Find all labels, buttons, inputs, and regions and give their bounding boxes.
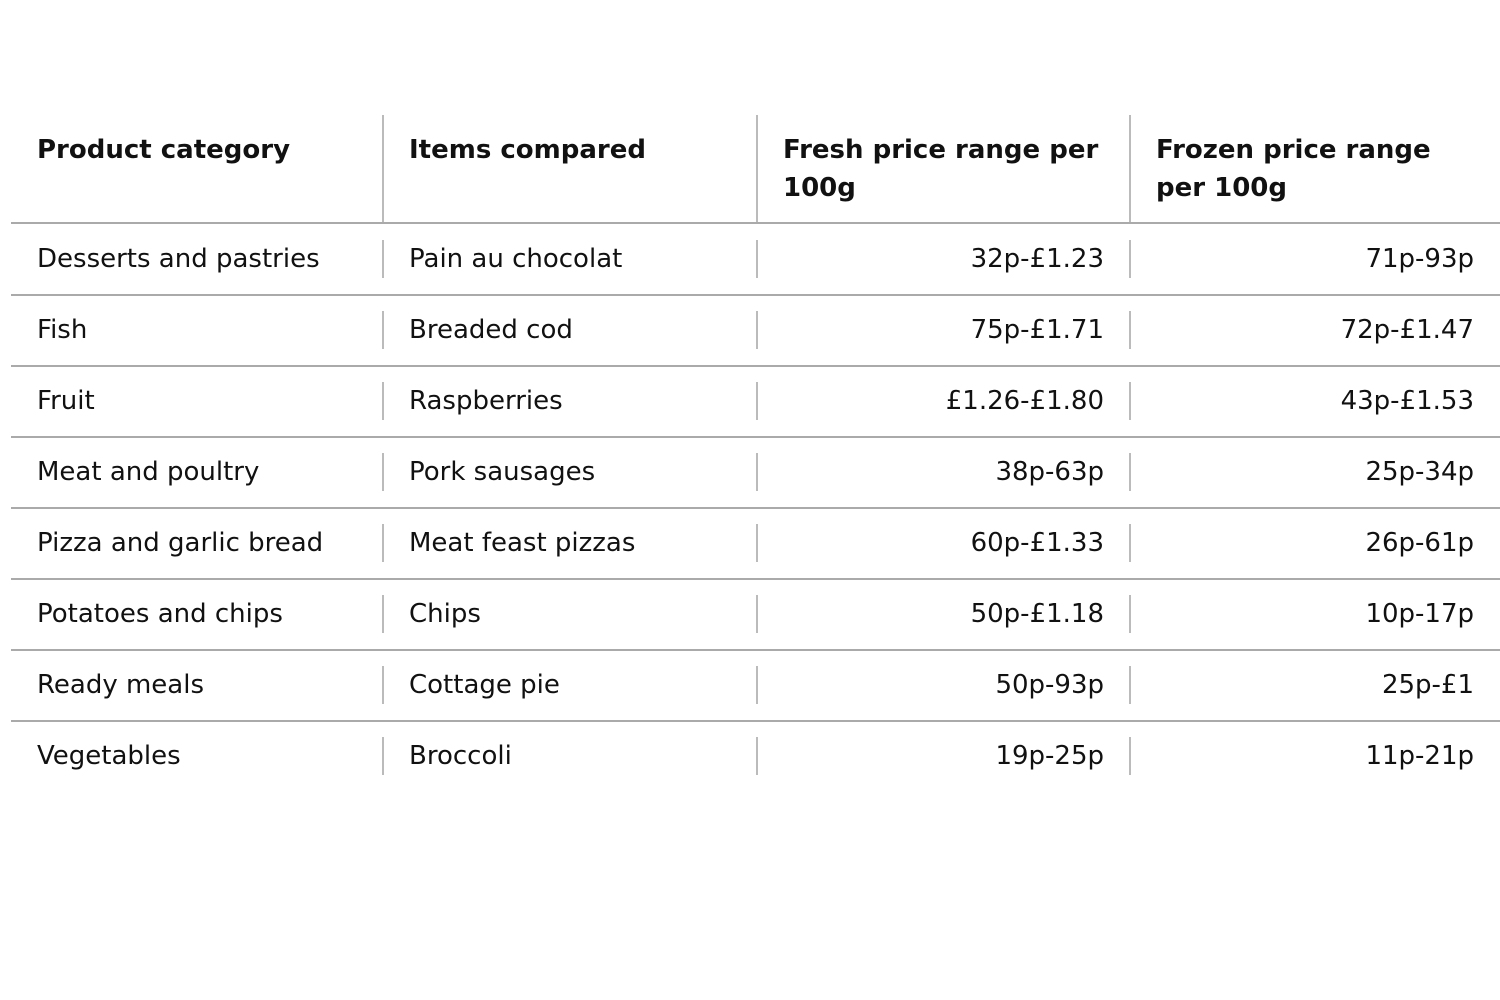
table-cell: Desserts and pastries bbox=[37, 244, 320, 274]
table-cell: Meat and poultry bbox=[37, 457, 260, 487]
column-divider bbox=[382, 666, 384, 704]
column-divider bbox=[382, 524, 384, 562]
row-divider bbox=[11, 294, 1500, 296]
table-cell: £1.26-£1.80 bbox=[945, 386, 1104, 416]
table-cell: 19p-25p bbox=[995, 741, 1104, 771]
header-cell: Frozen price range per 100g bbox=[1156, 135, 1431, 203]
column-divider bbox=[382, 311, 384, 349]
row-divider bbox=[11, 578, 1500, 580]
table-cell: 11p-21p bbox=[1365, 741, 1474, 771]
column-divider bbox=[1129, 595, 1131, 633]
column-divider bbox=[756, 311, 758, 349]
table-cell: Ready meals bbox=[37, 670, 205, 700]
column-divider bbox=[1129, 524, 1131, 562]
table-cell: Potatoes and chips bbox=[37, 599, 283, 629]
column-divider bbox=[382, 382, 384, 420]
table-cell: Pizza and garlic bread bbox=[37, 528, 324, 558]
table-cell: 38p-63p bbox=[995, 457, 1104, 487]
table-cell: 10p-17p bbox=[1365, 599, 1474, 629]
row-divider bbox=[11, 436, 1500, 438]
table-cell: 25p-£1 bbox=[1381, 670, 1474, 700]
column-divider bbox=[1129, 240, 1131, 278]
table-cell: 26p-61p bbox=[1365, 528, 1474, 558]
table-cell: Vegetables bbox=[37, 741, 181, 771]
column-divider bbox=[1129, 311, 1131, 349]
row-divider bbox=[11, 365, 1500, 367]
row-divider bbox=[11, 720, 1500, 722]
table-cell: 71p-93p bbox=[1365, 244, 1474, 274]
column-divider bbox=[756, 666, 758, 704]
table-cell: Meat feast pizzas bbox=[409, 528, 636, 558]
table-cell: 43p-£1.53 bbox=[1340, 386, 1474, 416]
table-cell: Breaded cod bbox=[409, 315, 573, 345]
row-divider bbox=[11, 222, 1500, 224]
column-divider bbox=[756, 453, 758, 491]
table-cell: Chips bbox=[409, 599, 481, 629]
column-divider bbox=[756, 115, 758, 223]
column-divider bbox=[382, 595, 384, 633]
column-divider bbox=[382, 737, 384, 775]
table-cell: 25p-34p bbox=[1365, 457, 1474, 487]
table-cell: Broccoli bbox=[409, 741, 512, 771]
table-cell: 60p-£1.33 bbox=[970, 528, 1104, 558]
table-cell: 32p-£1.23 bbox=[970, 244, 1104, 274]
column-divider bbox=[1129, 115, 1131, 223]
table-cell: 50p-£1.18 bbox=[970, 599, 1104, 629]
table-cell: Pork sausages bbox=[409, 457, 596, 487]
column-divider bbox=[1129, 737, 1131, 775]
column-divider bbox=[1129, 382, 1131, 420]
column-divider bbox=[1129, 666, 1131, 704]
header-cell: Product category bbox=[37, 135, 291, 165]
column-divider bbox=[756, 240, 758, 278]
table-cell: Pain au chocolat bbox=[409, 244, 623, 274]
column-divider bbox=[1129, 453, 1131, 491]
column-divider bbox=[756, 737, 758, 775]
table-cell: 72p-£1.47 bbox=[1340, 315, 1474, 345]
header-cell: Items compared bbox=[409, 135, 646, 165]
row-divider bbox=[11, 649, 1500, 651]
header-cell: Fresh price range per 100g bbox=[783, 135, 1099, 203]
table-cell: Fruit bbox=[37, 386, 95, 416]
table-cell: Raspberries bbox=[409, 386, 563, 416]
column-divider bbox=[756, 595, 758, 633]
column-divider bbox=[756, 524, 758, 562]
table-cell: 75p-£1.71 bbox=[970, 315, 1104, 345]
column-divider bbox=[756, 382, 758, 420]
table-cell: Cottage pie bbox=[409, 670, 560, 700]
table-cell: 50p-93p bbox=[995, 670, 1104, 700]
column-divider bbox=[382, 115, 384, 223]
column-divider bbox=[382, 453, 384, 491]
row-divider bbox=[11, 507, 1500, 509]
table-cell: Fish bbox=[37, 315, 88, 345]
column-divider bbox=[382, 240, 384, 278]
